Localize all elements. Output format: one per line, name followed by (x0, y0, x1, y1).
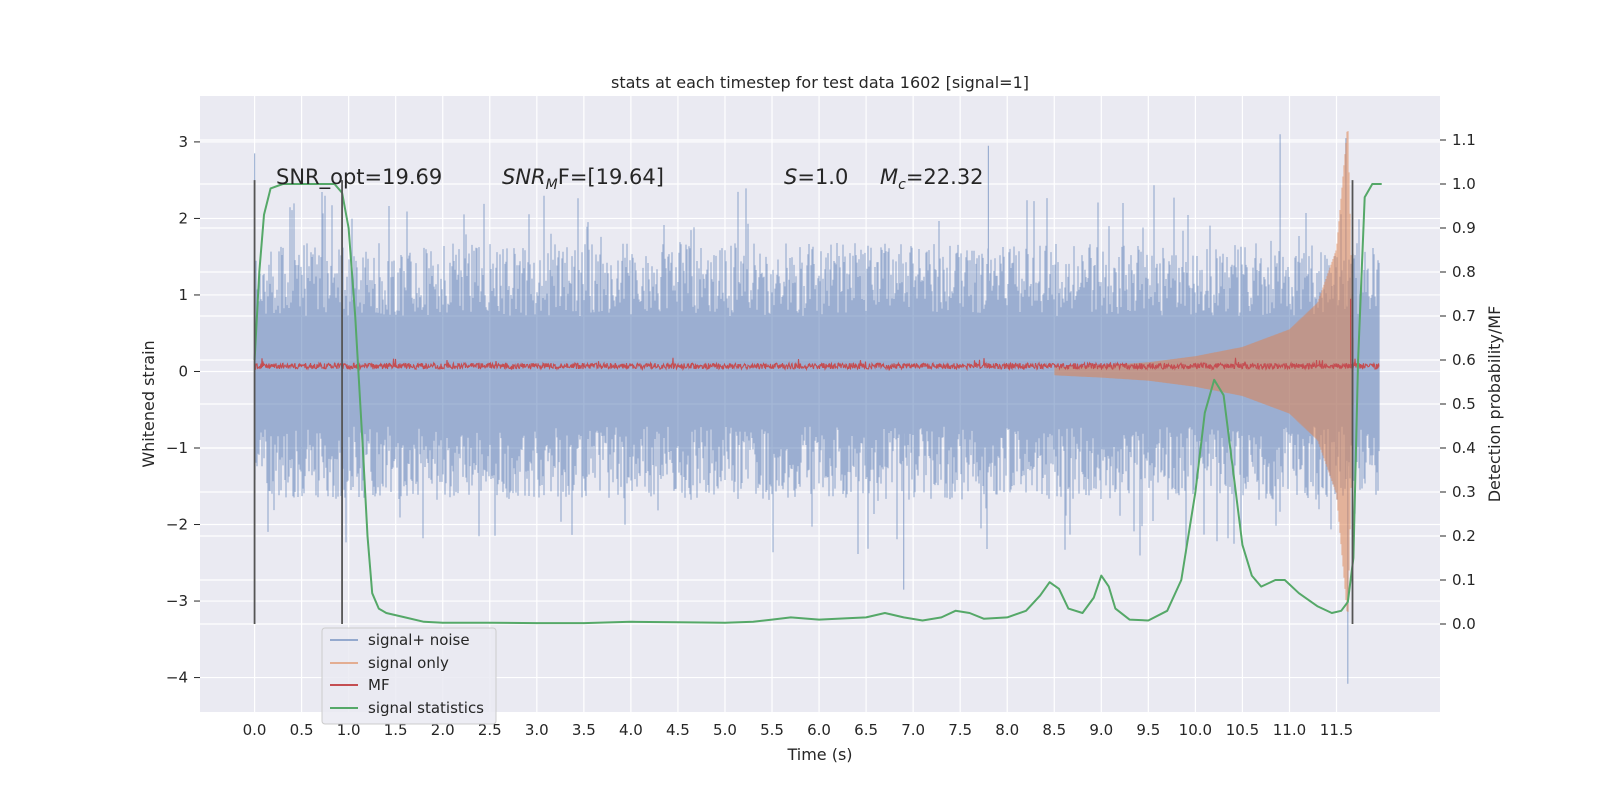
x-tick-label: 2.5 (478, 721, 502, 739)
mc-value: =22.32 (906, 165, 984, 189)
y-right-tick-label: 0.6 (1452, 351, 1476, 369)
series-signal-statistics (253, 183, 1382, 625)
x-tick-label: 5.0 (713, 721, 737, 739)
x-tick-label: 3.5 (572, 721, 596, 739)
x-tick-label: 6.5 (854, 721, 878, 739)
mc-symbol: M (880, 165, 898, 189)
y-right-tick-label: 1.1 (1452, 131, 1476, 149)
x-tick-label: 10.0 (1179, 721, 1212, 739)
y-right-tick-label: 0.8 (1452, 263, 1476, 281)
y-tick-label: −4 (166, 669, 188, 687)
y-right-tick-label: 1.0 (1452, 175, 1476, 193)
s-symbol: S (784, 165, 797, 189)
snr-subscript: M (546, 177, 558, 193)
stats-annotations: SNR_opt=19.69 SNRMF=[19.64] S=1.0 Mc=22.… (276, 165, 984, 193)
y-tick-label: −1 (166, 439, 188, 457)
x-tick-label: 2.0 (431, 721, 455, 739)
x-tick-label: 9.0 (1089, 721, 1113, 739)
y-right-tick-label: 0.2 (1452, 527, 1476, 545)
annotation-s: S=1.0 (784, 165, 848, 189)
x-tick-label: 7.0 (901, 721, 925, 739)
x-tick-label: 0.0 (243, 721, 267, 739)
y-tick-label: −2 (166, 516, 188, 534)
x-tick-label: 11.5 (1320, 721, 1353, 739)
y-right-axis-label: Detection probability/MF (1485, 306, 1504, 503)
x-tick-label: 6.0 (807, 721, 831, 739)
x-tick-label: 8.5 (1042, 721, 1066, 739)
x-tick-label: 8.0 (995, 721, 1019, 739)
y-right-tick-label: 0.4 (1452, 439, 1476, 457)
y-right-tick-label: 0.1 (1452, 571, 1476, 589)
legend: signal+ noise signal only MF signal stat… (321, 627, 497, 725)
x-tick-label: 10.5 (1226, 721, 1259, 739)
y-tick-label: 2 (178, 209, 188, 227)
y-tick-label: 3 (178, 133, 188, 151)
snr-symbol: SNR (502, 165, 546, 189)
y-tick-label: 1 (178, 286, 188, 304)
axis-tick-labels: 0.0 0.5 1.0 1.5 2.0 2.5 3.0 3.5 4.0 4.5 5.0 5.5 6.0 6… (166, 131, 1476, 739)
snr-mf-value: F=[19.64] (558, 165, 664, 189)
y-right-tick-label: 0.9 (1452, 219, 1476, 237)
chart-title: stats at each timestep for test data 160… (611, 73, 1029, 92)
y-right-tick-label: 0.5 (1452, 395, 1476, 413)
vertical-markers (253, 180, 1354, 624)
x-tick-label: 4.5 (666, 721, 690, 739)
x-tick-label: 1.5 (384, 721, 408, 739)
legend-label-signal-statistics: signal statistics (368, 699, 484, 717)
series-signal-only (1054, 131, 1354, 612)
legend-label-mf: MF (368, 676, 390, 694)
y-tick-label: −3 (166, 592, 188, 610)
y-axis-label: Whitened strain (139, 340, 158, 467)
y-right-tick-label: 0.0 (1452, 615, 1476, 633)
annotation-snr-mf: SNRMF=[19.64] (502, 165, 664, 193)
legend-label-signal-only: signal only (368, 654, 449, 672)
x-tick-label: 4.0 (619, 721, 643, 739)
y-right-tick-label: 0.3 (1452, 483, 1476, 501)
y-tick-label: 0 (178, 362, 188, 380)
annotation-snr-opt: SNR_opt=19.69 (276, 165, 442, 190)
x-tick-label: 9.5 (1136, 721, 1160, 739)
annotation-mc: Mc=22.32 (880, 165, 984, 193)
mc-subscript: c (898, 177, 906, 193)
legend-label-signal-noise: signal+ noise (368, 631, 470, 649)
y-right-tick-label: 0.7 (1452, 307, 1476, 325)
s-value: =1.0 (797, 165, 848, 189)
x-tick-label: 5.5 (760, 721, 784, 739)
x-tick-label: 3.0 (525, 721, 549, 739)
x-axis-label: Time (s) (786, 745, 852, 764)
x-tick-label: 11.0 (1273, 721, 1306, 739)
x-tick-label: 0.5 (290, 721, 314, 739)
legend-box (321, 627, 497, 725)
x-tick-label: 1.0 (337, 721, 361, 739)
x-tick-label: 7.5 (948, 721, 972, 739)
